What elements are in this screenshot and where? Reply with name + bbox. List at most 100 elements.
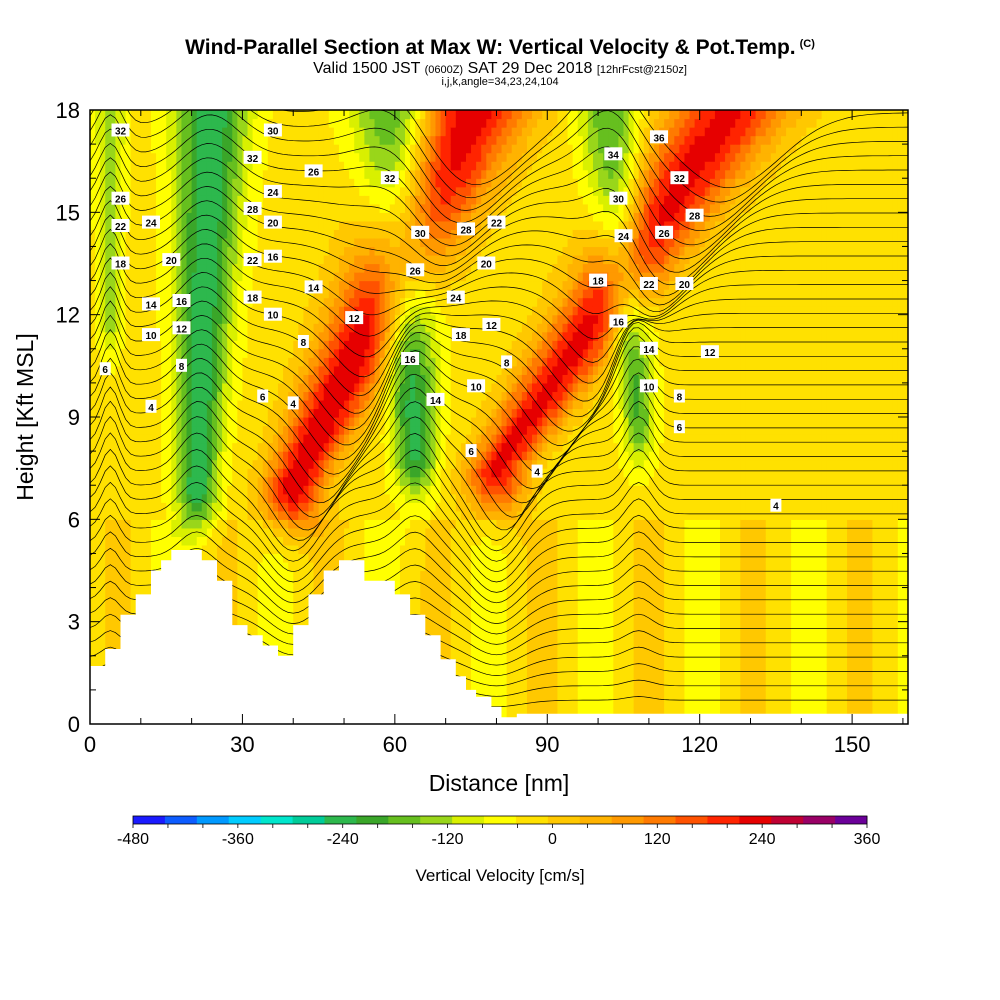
velocity-cell — [166, 220, 172, 230]
velocity-cell — [333, 118, 340, 128]
velocity-cell — [257, 613, 264, 623]
velocity-cell — [120, 306, 127, 316]
velocity-cell — [105, 459, 111, 469]
velocity-cell — [232, 144, 238, 154]
velocity-cell — [232, 220, 238, 230]
velocity-cell — [247, 527, 254, 537]
velocity-cell — [364, 476, 371, 486]
velocity-cell — [217, 382, 223, 393]
velocity-cell — [415, 127, 421, 137]
velocity-cell — [135, 561, 142, 572]
velocity-cell — [338, 374, 345, 384]
velocity-cell — [161, 485, 167, 495]
velocity-cell — [95, 382, 101, 393]
velocity-cell — [186, 195, 193, 205]
velocity-cell — [150, 203, 157, 213]
velocity-cell — [425, 587, 432, 597]
velocity-cell — [298, 118, 304, 128]
velocity-cell — [283, 152, 289, 162]
velocity-cell — [405, 587, 411, 597]
velocity-cell — [318, 536, 325, 546]
velocity-cell — [338, 246, 345, 256]
velocity-cell — [166, 519, 172, 529]
velocity-cell — [237, 451, 244, 461]
velocity-cell — [338, 399, 345, 410]
velocity-cell — [150, 195, 157, 205]
velocity-cell — [354, 348, 360, 358]
velocity-cell — [420, 442, 426, 452]
velocity-cell — [145, 195, 152, 205]
velocity-cell — [130, 579, 137, 589]
velocity-cell — [252, 365, 259, 375]
velocity-cell — [277, 621, 284, 631]
velocity-cell — [156, 314, 162, 324]
velocity-cell — [242, 485, 249, 495]
velocity-cell — [323, 297, 330, 307]
velocity-cell — [394, 195, 401, 205]
velocity-cell — [410, 144, 416, 154]
velocity-cell — [145, 365, 152, 375]
velocity-cell — [303, 527, 310, 537]
velocity-cell — [232, 127, 238, 137]
velocity-cell — [267, 289, 274, 299]
velocity-cell — [379, 203, 386, 213]
velocity-cell — [333, 374, 340, 384]
velocity-cell — [232, 297, 238, 307]
velocity-cell — [110, 408, 116, 418]
velocity-cell — [313, 442, 320, 452]
velocity-cell — [105, 246, 111, 256]
velocity-cell — [262, 323, 269, 333]
velocity-cell — [374, 306, 381, 316]
velocity-cell — [191, 237, 198, 248]
velocity-cell — [161, 425, 167, 435]
velocity-cell — [272, 561, 279, 572]
velocity-cell — [298, 399, 304, 410]
velocity-cell — [435, 297, 442, 307]
velocity-cell — [156, 374, 162, 384]
velocity-cell — [100, 331, 106, 341]
velocity-cell — [242, 613, 249, 623]
velocity-cell — [384, 161, 391, 171]
velocity-cell — [130, 476, 137, 486]
velocity-cell — [186, 144, 193, 154]
velocity-cell — [242, 263, 249, 273]
velocity-cell — [100, 246, 106, 256]
velocity-cell — [399, 399, 406, 410]
velocity-cell — [196, 502, 203, 512]
velocity-cell — [105, 348, 111, 358]
velocity-cell — [257, 229, 264, 239]
velocity-cell — [303, 391, 310, 401]
velocity-cell — [272, 178, 279, 188]
velocity-cell — [435, 621, 442, 631]
velocity-cell — [394, 468, 401, 478]
velocity-cell — [344, 127, 350, 137]
velocity-cell — [257, 263, 264, 273]
velocity-cell — [130, 263, 137, 273]
velocity-cell — [394, 544, 401, 555]
velocity-cell — [369, 485, 376, 495]
velocity-cell — [171, 280, 177, 290]
velocity-cell — [323, 527, 330, 537]
velocity-cell — [430, 485, 437, 495]
velocity-cell — [374, 527, 381, 537]
velocity-cell — [217, 391, 223, 401]
velocity-cell — [359, 459, 365, 469]
velocity-cell — [394, 451, 401, 461]
velocity-cell — [364, 357, 371, 367]
velocity-cell — [369, 519, 376, 529]
velocity-cell — [369, 323, 376, 333]
velocity-cell — [176, 169, 183, 179]
velocity-cell — [344, 152, 350, 162]
velocity-cell — [247, 340, 254, 350]
velocity-cell — [283, 306, 289, 316]
velocity-cell — [323, 254, 330, 265]
velocity-cell — [420, 391, 426, 401]
velocity-cell — [415, 459, 421, 469]
velocity-cell — [369, 451, 376, 461]
velocity-cell — [217, 144, 223, 154]
velocity-cell — [191, 229, 198, 239]
velocity-cell — [374, 510, 381, 520]
velocity-cell — [318, 246, 325, 256]
velocity-cell — [359, 331, 365, 341]
velocity-cell — [415, 161, 421, 171]
